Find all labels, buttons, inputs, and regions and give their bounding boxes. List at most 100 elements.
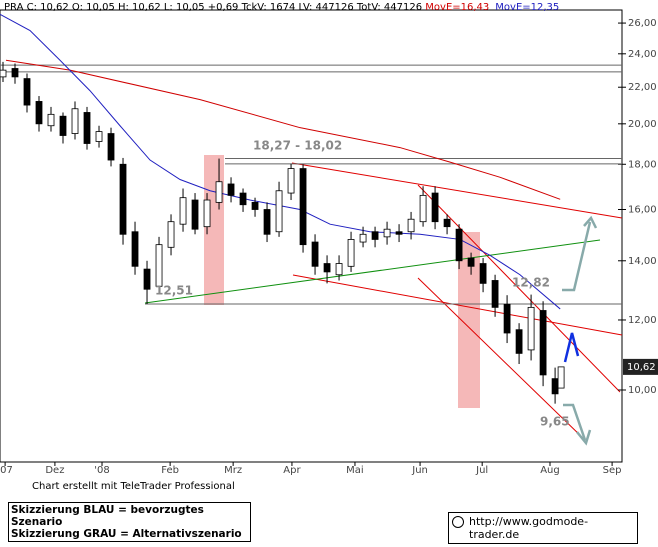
candle	[443, 214, 451, 235]
x-tick-label: Apr	[283, 465, 301, 476]
annotation: 12,51	[155, 284, 193, 298]
candle-body	[71, 108, 79, 134]
candle-body	[131, 231, 139, 267]
trendlines	[144, 162, 623, 446]
trendline	[144, 239, 601, 304]
y-tick-label: 24,00	[628, 49, 657, 60]
candle-body	[287, 168, 295, 194]
candle	[275, 181, 283, 237]
header: PRA C: 10,62 O: 10,05 H: 10,62 L: 10,05 …	[4, 2, 565, 13]
plot-frame	[0, 9, 623, 463]
candle-body	[407, 218, 415, 233]
candle-body	[35, 101, 43, 125]
candle-body	[479, 263, 487, 284]
candle	[131, 221, 139, 275]
candle-body	[263, 209, 271, 235]
candle-body	[227, 183, 235, 196]
candle-body	[215, 181, 223, 203]
candle-body	[371, 231, 379, 240]
candle-body	[467, 257, 475, 267]
candle	[323, 255, 331, 284]
x-tick-label: '07	[0, 465, 13, 476]
legend-notes: Skizzierung BLAU = bevorzugtes Szenario …	[8, 502, 251, 542]
candle	[479, 258, 487, 293]
candle	[191, 193, 199, 235]
candle-body	[443, 218, 451, 228]
candle	[83, 106, 91, 150]
legend-entry: MovE=16,43	[425, 2, 490, 13]
credit: Chart erstellt mit TeleTrader Profession…	[32, 481, 235, 492]
candle	[155, 236, 163, 293]
y-tick-label: 20,00	[628, 119, 657, 130]
x-tick-label: Dez	[45, 465, 64, 476]
x-tick-label: Aug	[540, 465, 560, 476]
candle	[311, 234, 319, 275]
x-tick-label: Jul	[475, 465, 488, 476]
candle	[551, 367, 559, 404]
highlight-zone	[458, 232, 480, 408]
note: Skizzierung BLAU = bevorzugtes Szenario	[11, 504, 204, 528]
candle-body	[527, 306, 535, 351]
candle	[23, 73, 31, 113]
candle	[47, 106, 55, 132]
candle	[71, 101, 79, 140]
candle-body	[431, 192, 439, 223]
y-tick-label: 14,00	[628, 256, 657, 267]
candle	[395, 224, 403, 243]
candle-body	[119, 163, 127, 235]
candle-body	[455, 228, 463, 262]
candle	[215, 158, 223, 210]
x-tick-label: Jun	[411, 465, 428, 476]
candle	[527, 294, 535, 361]
x-tick-label: Mrz	[224, 465, 242, 476]
candle	[95, 125, 103, 148]
candle-body	[359, 233, 367, 243]
candle-body	[191, 199, 199, 230]
annotation: 18,27 - 18,02	[253, 139, 342, 153]
candle	[35, 96, 43, 132]
candle-body	[107, 133, 115, 161]
candle	[59, 112, 67, 144]
last-price-box	[623, 358, 658, 375]
trendline	[417, 184, 621, 393]
candle-body	[395, 231, 403, 235]
candle	[407, 211, 415, 240]
x-tick-label: Feb	[161, 465, 179, 476]
candle-body	[179, 197, 187, 225]
candle	[371, 226, 379, 248]
trendline	[292, 274, 623, 336]
candle	[11, 63, 19, 84]
candle-body	[491, 280, 499, 308]
candle	[467, 252, 475, 275]
candle	[167, 214, 175, 256]
candle	[299, 164, 307, 253]
candle	[557, 366, 565, 389]
candle	[179, 188, 187, 232]
url-icon	[452, 516, 464, 528]
candle	[0, 61, 7, 83]
candle	[539, 301, 547, 387]
y-tick-label: 18,00	[628, 159, 657, 170]
candle-body	[419, 194, 427, 223]
candle-body	[551, 378, 559, 395]
candle-body	[59, 115, 67, 136]
candle-body	[251, 201, 259, 210]
candle-body	[0, 69, 7, 78]
y-tick-label: 12,00	[628, 315, 657, 326]
candle	[359, 226, 367, 248]
candle-body	[23, 78, 31, 106]
candle-body	[167, 221, 175, 248]
candle-body	[323, 263, 331, 273]
moving-average	[0, 13, 561, 310]
quote-line: PRA C: 10,62 O: 10,05 H: 10,62 L: 10,05 …	[4, 2, 423, 13]
candle-body	[95, 131, 103, 142]
scenario-arrow	[583, 215, 598, 229]
last-price-label: 10,62	[627, 362, 656, 373]
candle-body	[143, 268, 151, 290]
candle	[335, 255, 343, 281]
candle	[347, 231, 355, 272]
candle	[203, 193, 211, 235]
x-tick-label: '08	[94, 465, 109, 476]
